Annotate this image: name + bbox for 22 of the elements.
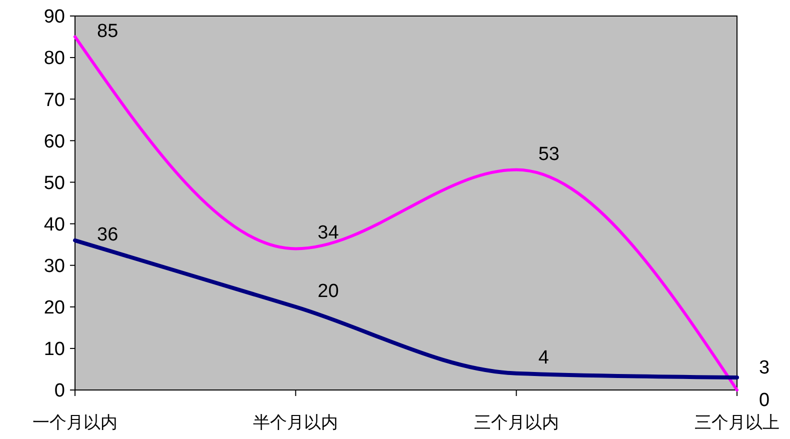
y-tick-label: 10 [44, 339, 65, 360]
data-label: 34 [318, 222, 340, 244]
y-tick-label: 70 [44, 90, 65, 111]
data-label: 36 [97, 224, 118, 246]
data-label: 85 [97, 20, 118, 42]
y-tick-label: 30 [44, 256, 65, 277]
y-tick-label: 0 [54, 380, 65, 402]
data-label: 4 [538, 347, 550, 368]
y-tick-label: 50 [44, 172, 65, 194]
y-tick-label: 60 [44, 131, 65, 152]
x-tick-label: 三个月以内 [474, 413, 559, 433]
data-label: 53 [538, 144, 560, 165]
data-label: 0 [759, 390, 770, 411]
y-tick-label: 90 [44, 6, 65, 28]
data-label: 20 [318, 280, 339, 302]
data-label: 3 [759, 358, 770, 379]
y-tick-label: 40 [44, 214, 65, 236]
y-tick-label: 20 [44, 298, 65, 319]
x-tick-label: 半个月以内 [253, 413, 338, 433]
y-tick-label: 80 [44, 48, 65, 70]
x-tick-label: 三个月以上 [694, 413, 780, 433]
x-tick-label: 一个月以内 [32, 413, 118, 433]
